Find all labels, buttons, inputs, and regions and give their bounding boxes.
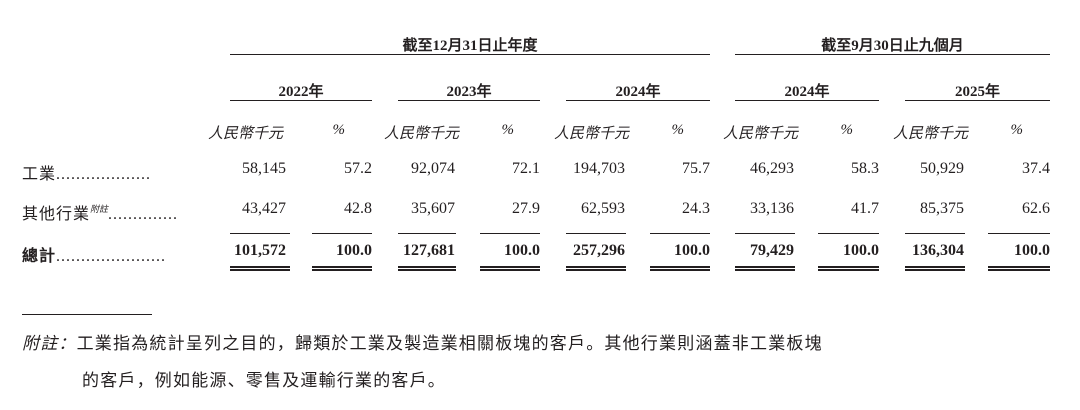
total-double-rule [312,266,372,271]
footnote-line-1: 附註：工業指為統計呈列之目的，歸類於工業及製造業相關板塊的客戶。其他行業則涵蓋非… [22,329,823,354]
table-cell: 46,293 [750,160,794,177]
table-cell: 43,427 [242,200,286,217]
total-double-rule [398,266,456,271]
subtotal-rule [566,233,626,234]
unit-rmb-2025: 人民幣千元 [892,126,968,142]
unit-rmb-2024: 人民幣千元 [553,126,629,142]
row-label-note-ref: 附註 [90,204,109,214]
unit-pct-2022: % [332,122,346,138]
row-label-industry-dots: ................... [56,166,152,183]
unit-rmb-2024-nine-months: 人民幣千元 [722,126,798,142]
unit-pct-2025: % [1010,122,1024,138]
table-cell: 24.3 [682,200,710,217]
table-cell: 58,145 [242,160,286,177]
total-cell: 100.0 [336,242,372,259]
year-rule-2024-nine-months [735,100,879,101]
total-cell: 136,304 [912,242,964,259]
year-rule-2024 [566,100,710,101]
subtotal-rule [735,233,795,234]
row-label-total-text: 總計 [22,248,57,265]
table-cell: 75.7 [682,160,710,177]
footnote-label: 附註： [22,334,77,353]
subtotal-rule [398,233,456,234]
total-double-rule [988,266,1050,271]
table-cell: 27.9 [512,200,540,217]
table-cell: 72.1 [512,160,540,177]
total-cell: 100.0 [674,242,710,259]
table-cell: 194,703 [573,160,625,177]
total-cell: 100.0 [843,242,879,259]
unit-pct-2023: % [501,122,515,138]
total-double-rule [905,266,965,271]
table-cell: 62.6 [1022,200,1050,217]
total-cell: 100.0 [504,242,540,259]
group-header-nine-months-rule [735,54,1050,55]
year-rule-2023 [398,100,540,101]
table-cell: 42.8 [344,200,372,217]
table-cell: 33,136 [750,200,794,217]
total-cell: 100.0 [1014,242,1050,259]
row-label-industry: 工業................... [22,160,151,184]
year-header-2022: 2022年 [278,84,324,100]
total-cell: 127,681 [403,242,455,259]
year-header-2023: 2023年 [446,84,492,100]
year-rule-2022 [230,100,372,101]
total-double-rule [818,266,879,271]
group-header-nine-months: 截至9月30日止九個月 [821,38,964,54]
total-double-rule [650,266,710,271]
footnote-separator [22,314,152,315]
row-label-other-industries: 其他行業附註.............. [22,200,178,224]
row-label-other-industries-text: 其他行業 [22,206,91,223]
table-cell: 50,929 [920,160,964,177]
total-cell: 79,429 [750,242,794,259]
total-double-rule [230,266,290,271]
table-cell: 85,375 [920,200,964,217]
unit-rmb-2023: 人民幣千元 [383,126,459,142]
group-header-fiscal-year-rule [230,54,710,55]
subtotal-rule [480,233,540,234]
table-cell: 37.4 [1022,160,1050,177]
subtotal-rule [988,233,1050,234]
subtotal-rule [230,233,290,234]
unit-rmb-2022: 人民幣千元 [207,126,283,142]
row-label-total: 總計...................... [22,242,166,266]
year-header-2025: 2025年 [954,84,1000,100]
subtotal-rule [818,233,879,234]
group-header-fiscal-year: 截至12月31日止年度 [402,38,538,54]
subtotal-rule [905,233,965,234]
year-rule-2025 [905,100,1050,101]
table-cell: 35,607 [411,200,455,217]
table-cell: 58.3 [851,160,879,177]
total-double-rule [735,266,795,271]
year-header-2024-nine-months: 2024年 [784,84,830,100]
total-cell: 101,572 [234,242,286,259]
footnote-text-1: 工業指為統計呈列之目的，歸類於工業及製造業相關板塊的客戶。其他行業則涵蓋非工業板… [76,334,823,353]
table-cell: 62,593 [581,200,625,217]
footnote-line-2: 的客戶，例如能源、零售及運輸行業的客戶。 [82,371,446,390]
row-label-other-industries-dots: .............. [108,206,179,223]
total-double-rule [566,266,626,271]
total-double-rule [480,266,540,271]
row-label-total-dots: ...................... [56,248,167,265]
row-label-industry-text: 工業 [22,166,57,183]
unit-pct-2024-nine-months: % [840,122,854,138]
table-cell: 92,074 [411,160,455,177]
unit-pct-2024: % [671,122,685,138]
subtotal-rule [650,233,710,234]
table-cell: 57.2 [344,160,372,177]
total-cell: 257,296 [573,242,625,259]
year-header-2024: 2024年 [615,84,661,100]
table-cell: 41.7 [851,200,879,217]
subtotal-rule [312,233,372,234]
